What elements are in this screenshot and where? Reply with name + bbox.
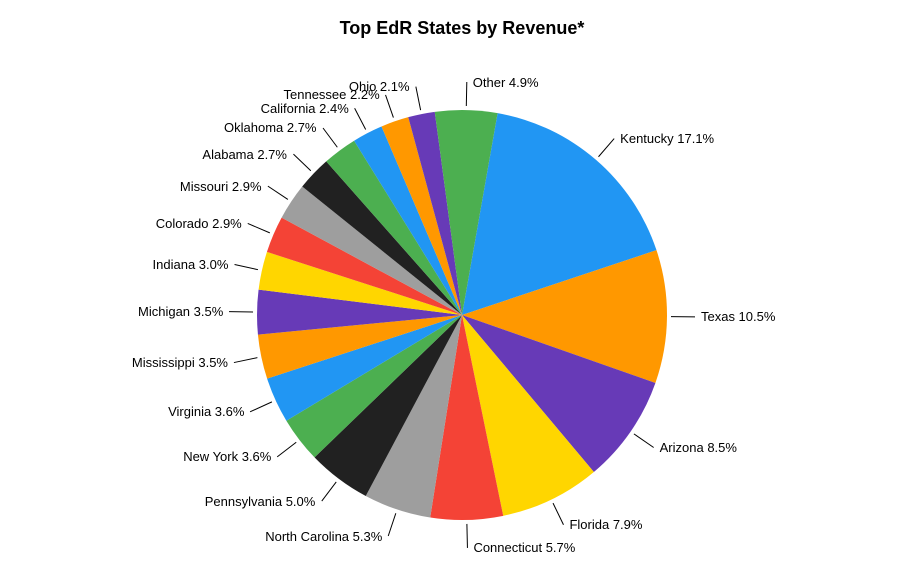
leader-line [323, 128, 337, 147]
leader-line [388, 513, 396, 536]
leader-line [386, 95, 394, 118]
leader-line [599, 139, 615, 157]
slice-label: Michigan 3.5% [138, 304, 223, 319]
leader-line [355, 108, 366, 129]
slice-label: Indiana 3.0% [153, 257, 229, 272]
leader-line [467, 524, 468, 548]
slice-label: Ohio 2.1% [349, 79, 410, 94]
leader-line [416, 87, 421, 111]
slice-label: Colorado 2.9% [156, 216, 242, 231]
slice-label: Other 4.9% [473, 75, 539, 90]
pie-chart [0, 0, 924, 576]
slice-label: California 2.4% [261, 101, 349, 116]
slice-label: North Carolina 5.3% [265, 529, 382, 544]
leader-line [268, 186, 288, 199]
leader-line [234, 358, 257, 363]
slice-label: Connecticut 5.7% [473, 540, 575, 555]
slice-label: Arizona 8.5% [660, 440, 737, 455]
leader-line [553, 503, 563, 525]
slice-label: Pennsylvania 5.0% [205, 494, 316, 509]
leader-line [248, 223, 270, 232]
slice-label: Virginia 3.6% [168, 404, 244, 419]
leader-line [235, 264, 258, 269]
slice-label: Oklahoma 2.7% [224, 120, 317, 135]
slice-label: Kentucky 17.1% [620, 131, 714, 146]
leader-line [277, 442, 296, 457]
slice-label: Mississippi 3.5% [132, 355, 228, 370]
slice-label: Alabama 2.7% [202, 147, 287, 162]
leader-line [634, 434, 654, 448]
slice-label: Texas 10.5% [701, 309, 775, 324]
slice-label: Missouri 2.9% [180, 179, 262, 194]
slice-label: Florida 7.9% [569, 517, 642, 532]
slice-label: New York 3.6% [183, 449, 271, 464]
chart-container: Top EdR States by Revenue* Kentucky 17.1… [0, 0, 924, 576]
leader-line [322, 482, 336, 501]
leader-line [250, 402, 272, 412]
leader-line [293, 154, 310, 171]
